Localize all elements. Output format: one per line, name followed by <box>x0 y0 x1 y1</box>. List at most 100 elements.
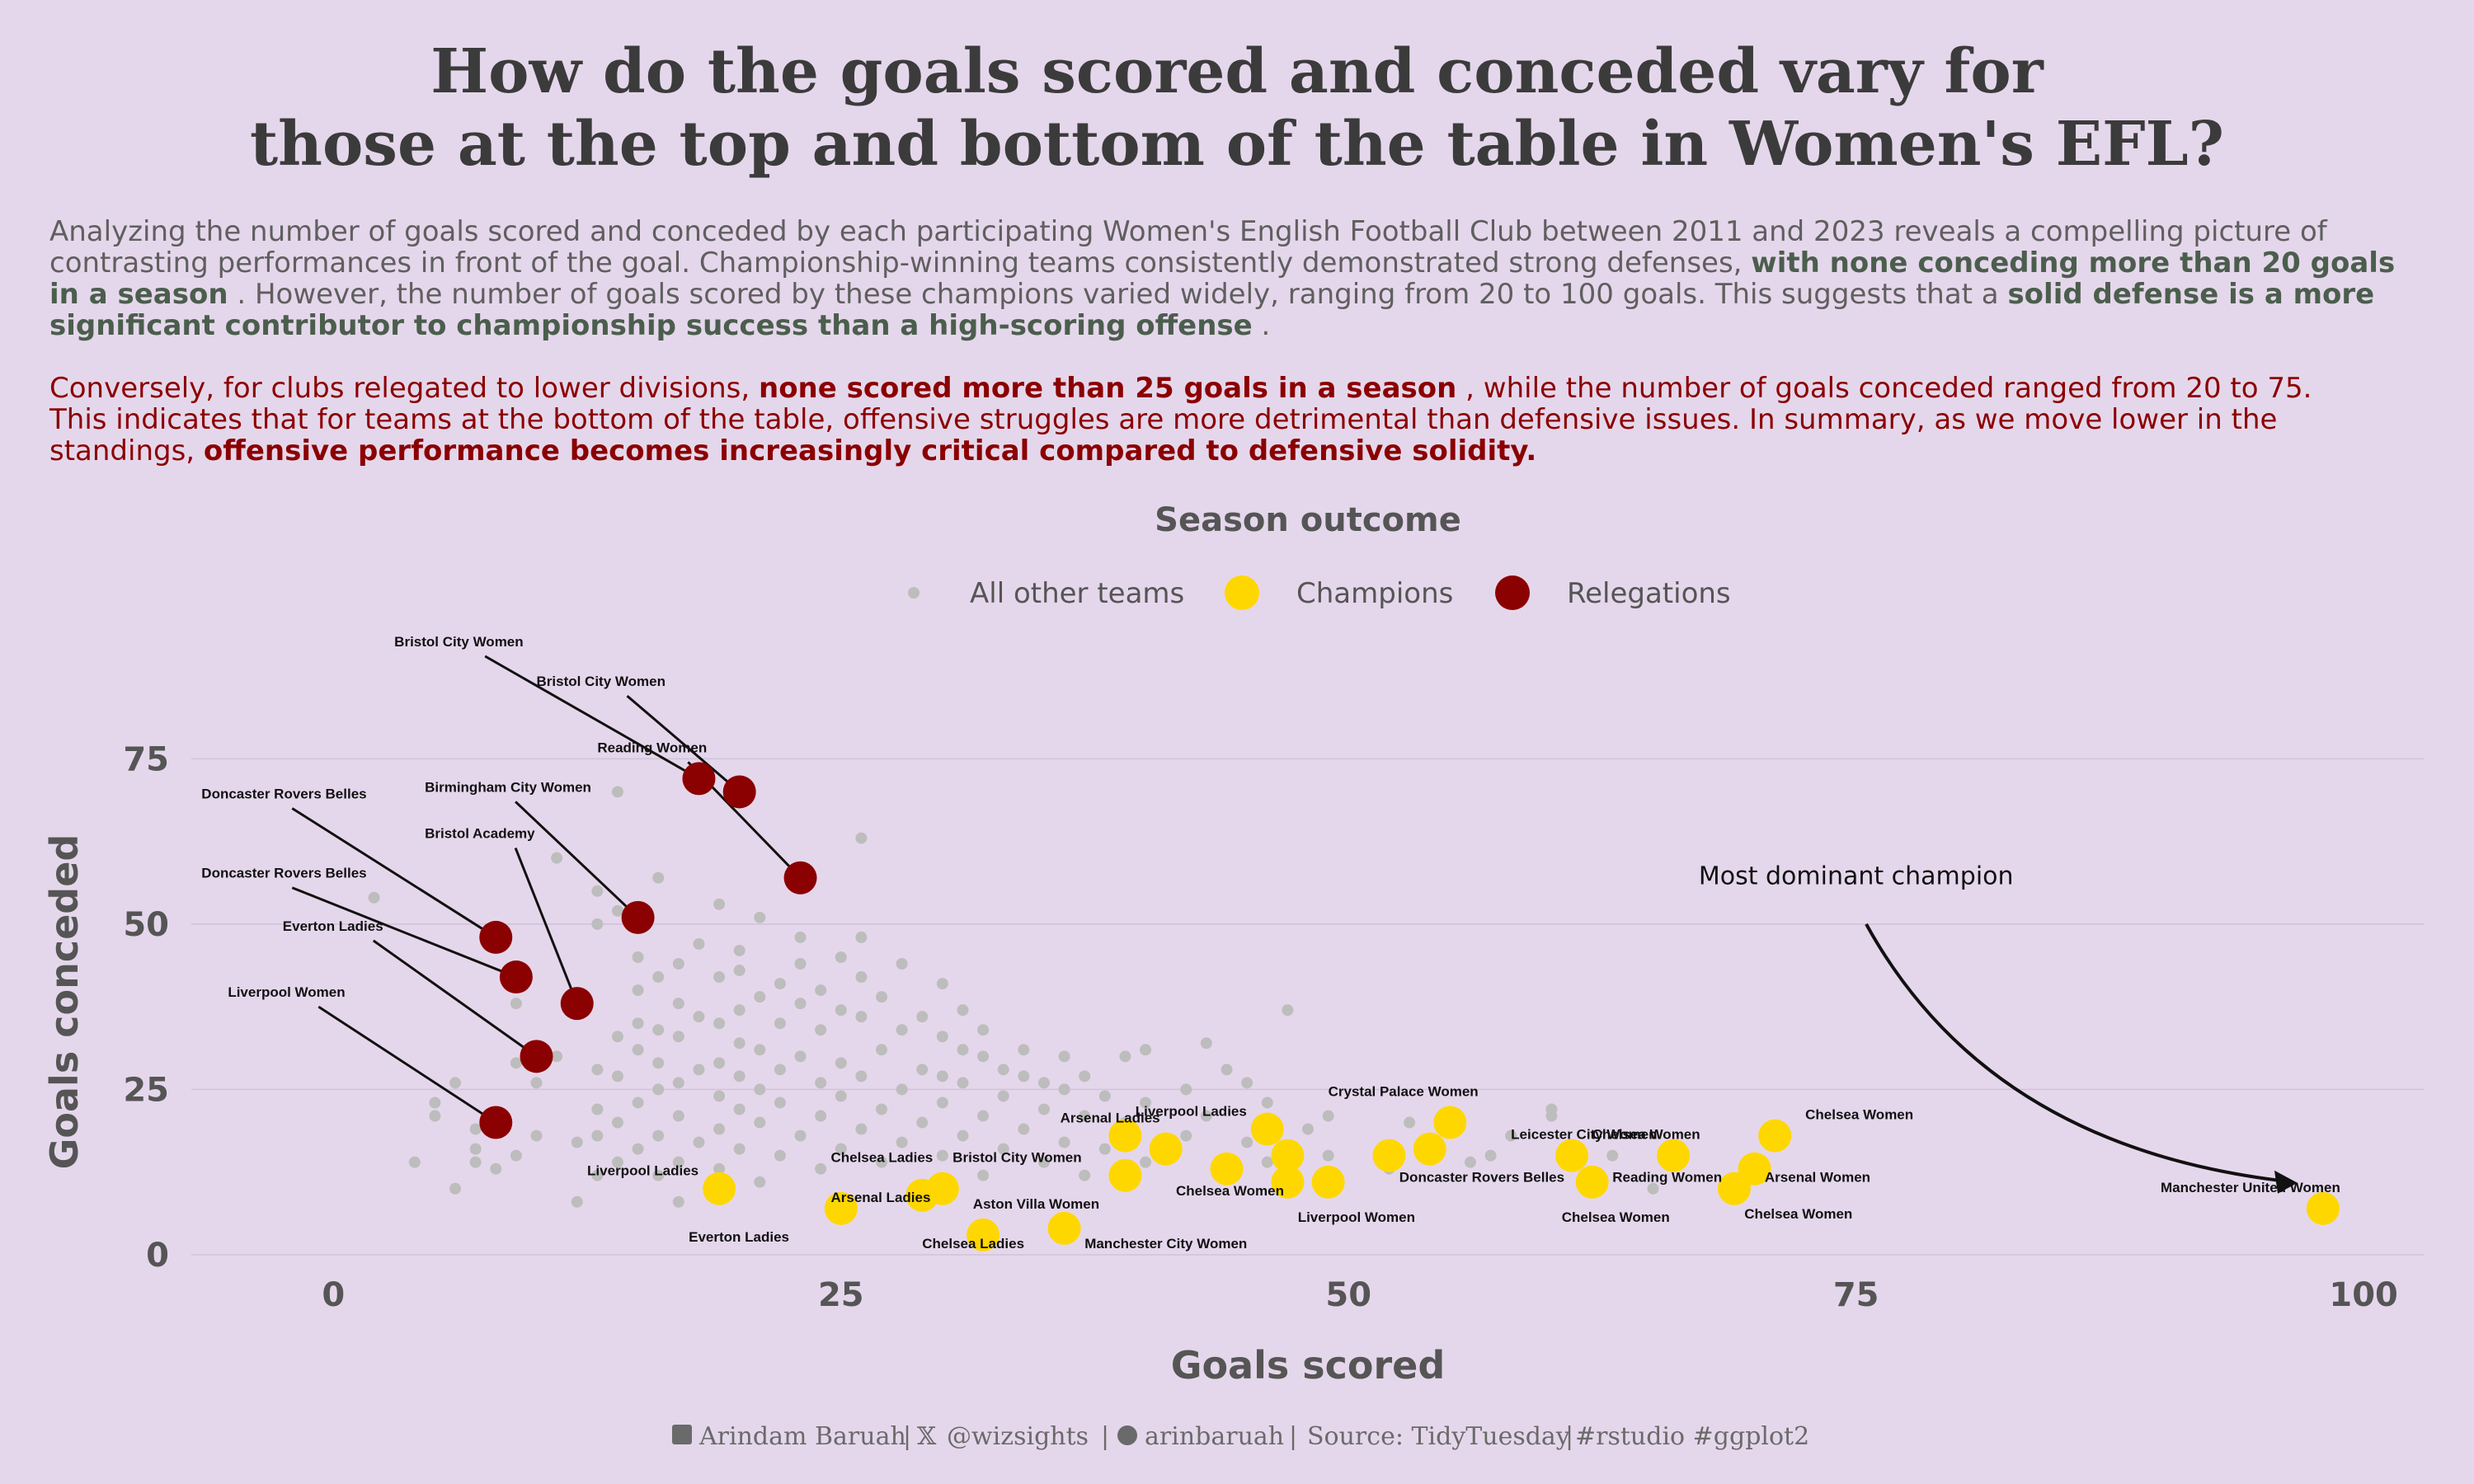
plot-area: 0 25 50 75 0 25 50 75 100 Bristol City Women Brist… <box>123 634 2425 1314</box>
point-label: Bristol City Women <box>394 634 523 650</box>
point-label: Chelsea Ladies <box>830 1150 933 1166</box>
point-other <box>794 958 807 970</box>
legend-label-other: All other teams <box>970 577 1184 610</box>
point-other <box>1545 1110 1558 1122</box>
point-other <box>916 1011 929 1023</box>
point-other <box>1037 1077 1050 1089</box>
point-champion <box>1413 1132 1446 1166</box>
point-other <box>957 1004 969 1017</box>
caption: Arindam Baruah | 𝕏 @wizsights | arinbaru… <box>672 1422 1809 1451</box>
point-other <box>855 832 868 844</box>
point-other <box>733 965 745 977</box>
point-other <box>896 958 908 970</box>
point-label: Liverpool Women <box>228 984 345 1000</box>
point-champion <box>1108 1158 1142 1192</box>
point-other <box>916 1116 929 1129</box>
point-other <box>591 1103 604 1115</box>
point-other <box>977 1050 990 1063</box>
point-champion <box>703 1172 736 1205</box>
point-other <box>916 1064 929 1076</box>
point-other <box>835 1143 847 1155</box>
x-axis-title: Goals scored <box>1171 1343 1446 1388</box>
point-other <box>815 1110 827 1122</box>
point-other <box>1079 1169 1091 1181</box>
point-other <box>611 786 623 798</box>
caption-twitter: @wizsights <box>947 1422 1089 1451</box>
point-other <box>835 1004 847 1017</box>
point-label: Birmingham City Women <box>425 779 591 795</box>
point-other <box>1058 1050 1070 1063</box>
point-other <box>713 898 726 910</box>
point-other <box>632 951 644 963</box>
point-other <box>957 1044 969 1056</box>
point-label: Chelsea Women <box>1562 1209 1670 1225</box>
point-other <box>611 1070 623 1082</box>
x-icon: 𝕏 <box>917 1422 937 1451</box>
point-other <box>997 1090 1009 1102</box>
point-relegation <box>722 775 756 809</box>
point-champion <box>1271 1165 1305 1199</box>
point-other <box>510 1149 522 1162</box>
point-champion <box>1047 1211 1081 1245</box>
x-tick-label: 50 <box>1325 1276 1371 1314</box>
point-label: Leicester City Women <box>1511 1127 1657 1143</box>
y-tick-label: 50 <box>123 906 169 944</box>
point-champion <box>1433 1106 1467 1139</box>
point-other <box>672 958 684 970</box>
point-other <box>733 1143 745 1155</box>
point-label: Chelsea Women <box>1592 1127 1700 1143</box>
point-other <box>693 1136 705 1148</box>
point-other <box>408 1156 421 1168</box>
point-other <box>672 1195 684 1208</box>
caption-separator: | <box>903 1422 911 1451</box>
point-other <box>754 911 766 923</box>
point-label: Reading Women <box>597 740 707 755</box>
point-other <box>876 991 888 1003</box>
point-other <box>957 1129 969 1142</box>
point-relegation <box>621 900 655 934</box>
point-other <box>1058 1136 1070 1148</box>
point-other <box>855 971 868 984</box>
point-other <box>835 951 847 963</box>
point-label: Crystal Palace Women <box>1329 1083 1479 1099</box>
point-other <box>855 1011 868 1023</box>
point-other <box>733 1037 745 1050</box>
point-other <box>591 918 604 930</box>
caption-github: arinbaruah <box>1145 1422 1284 1451</box>
caption-source: Source: TidyTuesday <box>1307 1422 1570 1451</box>
point-other <box>632 984 644 997</box>
point-other <box>713 1057 726 1069</box>
point-other <box>1606 1149 1619 1162</box>
legend-title: Season outcome <box>1155 501 1461 539</box>
label-connector <box>317 1005 497 1124</box>
legend-label-releg: Relegations <box>1567 577 1731 610</box>
point-other <box>754 1044 766 1056</box>
point-other <box>815 1077 827 1089</box>
point-other <box>429 1097 441 1109</box>
point-other <box>713 1123 726 1135</box>
point-label: Manchester City Women <box>1084 1236 1247 1252</box>
legend-key-champ <box>1225 575 1259 610</box>
point-other <box>1241 1136 1253 1148</box>
point-other <box>1018 1070 1030 1082</box>
point-other <box>1241 1077 1253 1089</box>
chart-subtitle: Analyzing the number of goals scored and… <box>49 215 2395 467</box>
point-label: Liverpool Ladies <box>1136 1104 1247 1120</box>
point-other <box>1484 1149 1497 1162</box>
point-other <box>774 978 786 990</box>
point-other <box>794 1050 807 1063</box>
point-label: Arsenal Ladies <box>1061 1111 1160 1126</box>
point-other <box>815 1162 827 1175</box>
point-other <box>530 1077 543 1089</box>
point-other <box>713 1090 726 1102</box>
point-other <box>835 1057 847 1069</box>
point-other <box>571 1136 583 1148</box>
point-other <box>1647 1182 1659 1195</box>
point-other <box>1505 1129 1517 1142</box>
point-other <box>1200 1110 1212 1122</box>
point-other <box>1098 1143 1111 1155</box>
subtitle-line: Analyzing the number of goals scored and… <box>49 215 2328 248</box>
point-other <box>896 1083 908 1096</box>
point-other <box>733 1070 745 1082</box>
point-label: Arsenal Women <box>1765 1170 1870 1186</box>
